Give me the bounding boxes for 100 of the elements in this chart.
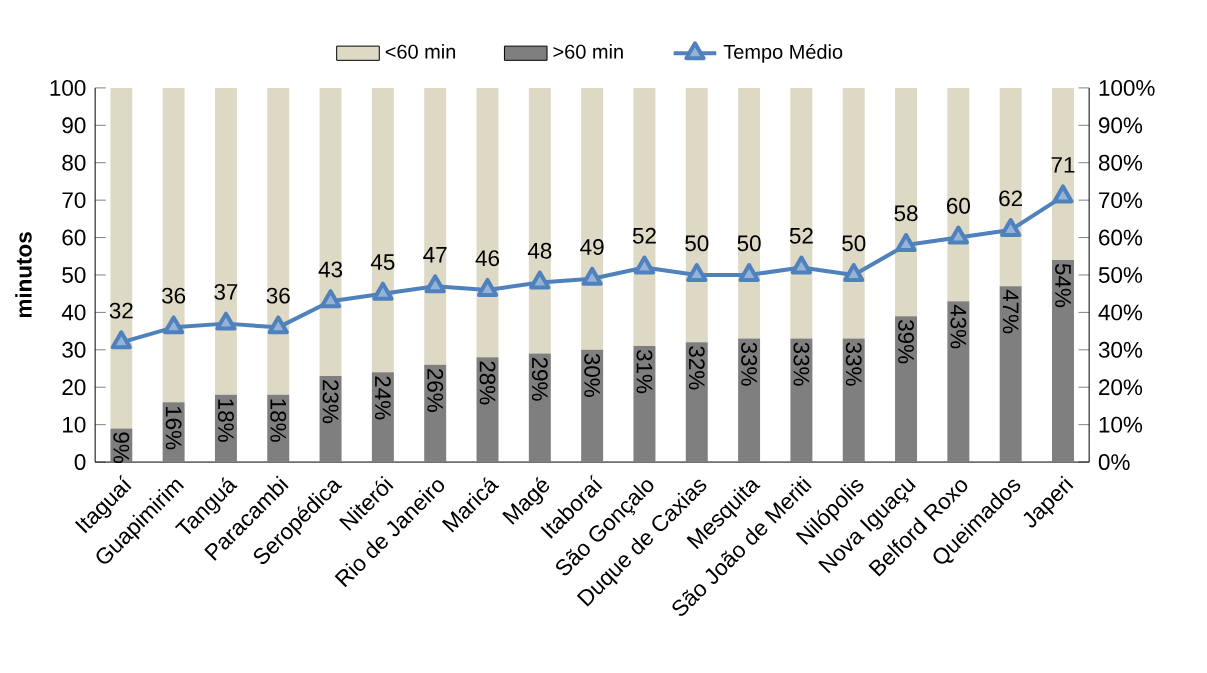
bar (999, 286, 1022, 463)
bar (947, 87, 970, 302)
data-label: 32% (688, 346, 705, 390)
bar (633, 346, 656, 463)
data-label: 18% (217, 399, 234, 442)
bar (581, 349, 604, 463)
y-tick-label: 0 (74, 454, 86, 471)
y2-tick-label: 20% (1099, 379, 1143, 396)
bar (738, 338, 761, 463)
y-tick-label: 20 (62, 379, 86, 396)
bar (267, 87, 290, 395)
data-label: 31% (636, 349, 653, 394)
point (843, 263, 865, 282)
bar (162, 87, 185, 403)
y2-tick-label: 80% (1098, 154, 1143, 171)
point (1052, 184, 1074, 204)
data-label: 48 (527, 242, 552, 259)
data-label: 52 (632, 227, 656, 244)
data-label: 43 (318, 261, 343, 278)
bar (633, 87, 656, 347)
y-tick-label: 80 (62, 154, 86, 171)
data-label: 24% (374, 376, 391, 420)
point (529, 270, 551, 290)
bar (685, 87, 708, 343)
data-label: 32 (109, 302, 133, 319)
y-tick-label: 90 (62, 117, 86, 134)
point (424, 274, 446, 294)
y-tick-label: 40 (61, 304, 86, 321)
legend-label: <60 min (385, 44, 456, 59)
y2-tick-label: 90% (1099, 117, 1143, 134)
y-axis-title: minutos (15, 232, 32, 318)
point (1000, 218, 1022, 238)
y2-tick-label: 50% (1098, 267, 1143, 283)
y2-tick-label: 100% (1099, 79, 1155, 96)
y2-tick-label: 10% (1099, 416, 1143, 433)
point (738, 263, 760, 282)
data-label: 37 (214, 283, 238, 300)
data-label: 33% (741, 342, 758, 386)
y-tick-label: 60 (62, 229, 86, 246)
bar (842, 338, 865, 463)
data-label: 28% (479, 361, 496, 405)
data-label: 47% (1002, 289, 1019, 334)
bar (790, 87, 813, 339)
data-label: 39% (898, 320, 914, 364)
data-label: 29% (531, 357, 548, 401)
y-tick-label: 100 (50, 79, 86, 96)
point (947, 225, 969, 245)
point (162, 315, 185, 335)
bar (895, 87, 918, 317)
y2-tick-label: 40% (1098, 304, 1143, 321)
data-label: 71 (1051, 157, 1075, 173)
y-tick-label: 30 (62, 341, 86, 358)
point (110, 330, 132, 350)
point (686, 263, 708, 282)
data-label: 58 (894, 205, 918, 222)
point (895, 233, 917, 253)
data-label: 33% (793, 342, 810, 386)
data-label: 47 (423, 246, 447, 263)
bar (476, 87, 499, 358)
bar (371, 87, 394, 373)
point (476, 278, 499, 297)
y2-tick-label: 60% (1099, 229, 1143, 246)
data-label: 49 (580, 239, 604, 255)
data-label: 36 (266, 287, 290, 304)
bar (214, 87, 237, 395)
bar (842, 87, 865, 339)
point (215, 311, 237, 331)
data-label: 23% (322, 380, 339, 424)
data-label: 60 (947, 197, 970, 214)
bar (790, 338, 813, 463)
y2-tick-label: 0% (1098, 454, 1130, 471)
bar (424, 87, 447, 365)
point (319, 289, 342, 309)
legend-label: Tempo Médio (723, 44, 843, 63)
y-tick-label: 10 (63, 416, 86, 433)
data-label: 18% (270, 399, 287, 442)
data-label: 33% (845, 342, 862, 386)
point (267, 315, 289, 335)
data-label: 50 (685, 235, 709, 252)
y2-tick-label: 70% (1099, 192, 1143, 209)
data-label: 50 (737, 235, 761, 252)
bar (895, 316, 918, 463)
legend-label: >60 min (553, 44, 623, 59)
data-label: 26% (427, 368, 444, 412)
bar (1052, 87, 1074, 261)
y-tick-label: 50 (62, 267, 86, 283)
data-label: 9% (113, 432, 130, 464)
data-label: 62 (999, 190, 1023, 207)
y2-tick-label: 30% (1098, 341, 1143, 358)
bar (528, 353, 551, 463)
bar (685, 342, 708, 463)
bar (999, 87, 1022, 287)
bar (371, 372, 394, 463)
bar (581, 87, 604, 350)
bar (1052, 260, 1074, 463)
bar (738, 87, 761, 339)
bar (528, 87, 551, 354)
data-label: 36 (161, 287, 186, 304)
data-label: 52 (789, 227, 813, 244)
data-label: 45 (370, 254, 395, 270)
